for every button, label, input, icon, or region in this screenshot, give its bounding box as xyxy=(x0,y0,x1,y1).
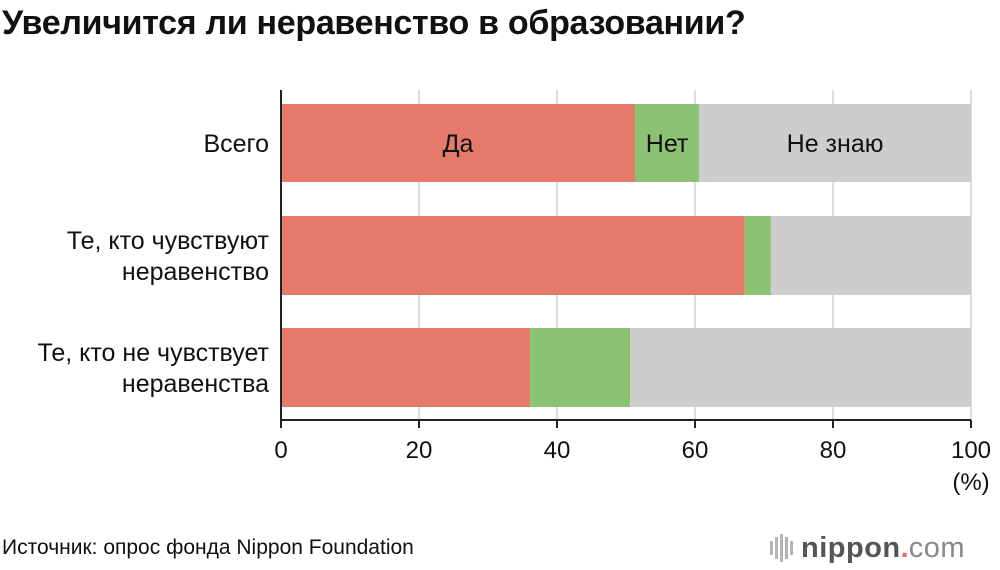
bar-segment xyxy=(281,328,531,407)
bar-segment xyxy=(699,104,971,182)
category-label: Те, кто чувствуют xyxy=(67,227,270,255)
stacked-bar-chart: Да Нет Не знаю Всего Те, кто чувствуют нераве… xyxy=(37,90,991,496)
x-tick-label: 80 xyxy=(820,437,847,464)
source-note: Источник: опрос фонда Nippon Foundation xyxy=(2,536,414,559)
x-tick-label: 40 xyxy=(544,437,571,464)
x-tick-label: 60 xyxy=(682,437,709,464)
category-label: Те, кто не чувствует xyxy=(37,339,269,367)
bar-segment xyxy=(744,216,771,295)
brand-dot: . xyxy=(900,531,909,564)
bar-segment xyxy=(630,328,971,407)
x-tick-label: 0 xyxy=(274,437,287,464)
chart-title: Увеличится ли неравенство в образовании? xyxy=(2,4,746,42)
bar-segment xyxy=(281,104,635,182)
bar-segment xyxy=(634,104,700,182)
bar-segment xyxy=(530,328,631,407)
category-label: неравенства xyxy=(122,370,269,398)
category-label: Всего xyxy=(203,130,269,158)
sound-bars-icon xyxy=(770,534,793,562)
bar-segment xyxy=(770,216,971,295)
brand-logo: nippon . com xyxy=(770,532,965,564)
legend-label: Нет xyxy=(646,130,689,158)
legend-label: Да xyxy=(443,130,474,158)
x-axis-unit-label: (%) xyxy=(952,469,989,496)
brand-name: nippon xyxy=(801,531,901,564)
x-tick-label: 100 xyxy=(951,437,991,464)
bar-segment xyxy=(281,216,745,295)
x-tick-label: 20 xyxy=(406,437,433,464)
category-label: неравенство xyxy=(122,258,269,286)
brand-tld: com xyxy=(908,531,965,564)
legend-label: Не знаю xyxy=(787,130,884,158)
